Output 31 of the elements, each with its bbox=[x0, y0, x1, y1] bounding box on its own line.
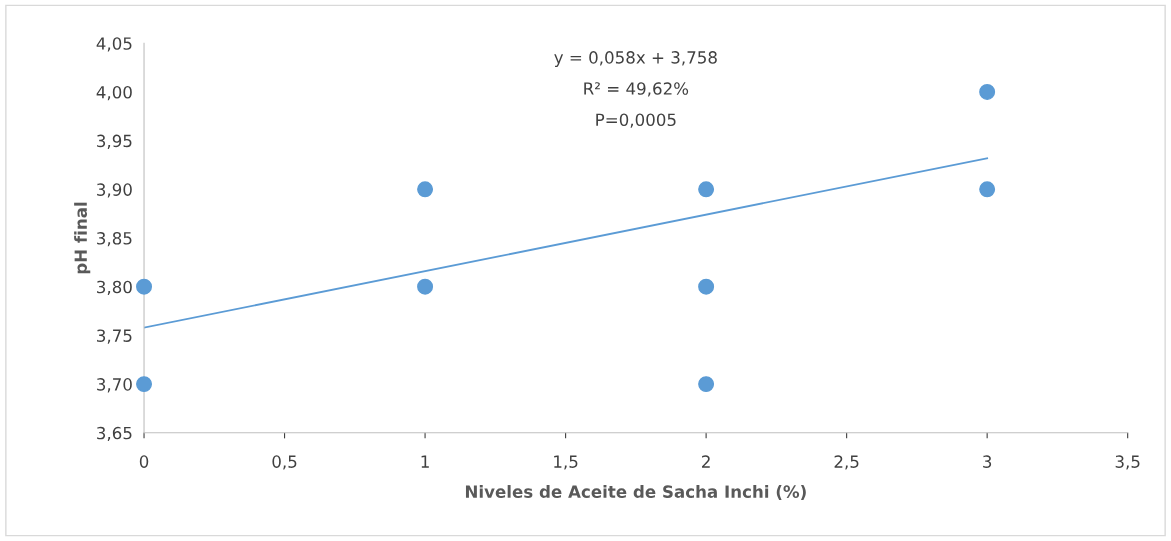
point bbox=[136, 278, 153, 295]
y-tick-label: 3,95 bbox=[97, 134, 132, 149]
point bbox=[698, 376, 715, 393]
y-tick-label: 3,80 bbox=[97, 280, 132, 295]
point bbox=[698, 181, 715, 198]
x-tick-label: 3,5 bbox=[1115, 455, 1140, 470]
x-tick-label: 1 bbox=[421, 455, 429, 468]
y-tick-label: 4,00 bbox=[96, 85, 132, 101]
x-tick-label: 0,5 bbox=[272, 455, 297, 470]
y-tick-label: 3,75 bbox=[97, 329, 132, 344]
annotation: P=0,0005 bbox=[596, 113, 676, 128]
point bbox=[417, 181, 434, 198]
point bbox=[417, 278, 434, 295]
x-tick-label: 0 bbox=[139, 455, 149, 468]
x-axis-title: Niveles de Aceite de Sacha Inchi (%) bbox=[465, 485, 806, 500]
x-tick-label: 1,5 bbox=[554, 455, 578, 470]
x-tick-label: 2 bbox=[702, 455, 710, 468]
y-axis-title: pH final bbox=[74, 202, 91, 274]
point bbox=[136, 376, 153, 393]
point bbox=[979, 181, 996, 198]
y-tick-label: 3,85 bbox=[97, 232, 132, 247]
y-tick-label: 3,70 bbox=[97, 378, 132, 393]
point bbox=[698, 278, 715, 295]
x-tick-label: 2,5 bbox=[834, 455, 859, 470]
annotation: R² = 49,62% bbox=[584, 82, 689, 97]
y-tick-label: 3,65 bbox=[97, 426, 132, 442]
x-tick-label: 3 bbox=[983, 455, 992, 468]
y-tick-label: 4,05 bbox=[96, 37, 132, 52]
y-tick-label: 3,90 bbox=[97, 183, 132, 198]
point bbox=[979, 83, 996, 100]
annotation: y = 0,058x + 3,758 bbox=[554, 51, 717, 67]
